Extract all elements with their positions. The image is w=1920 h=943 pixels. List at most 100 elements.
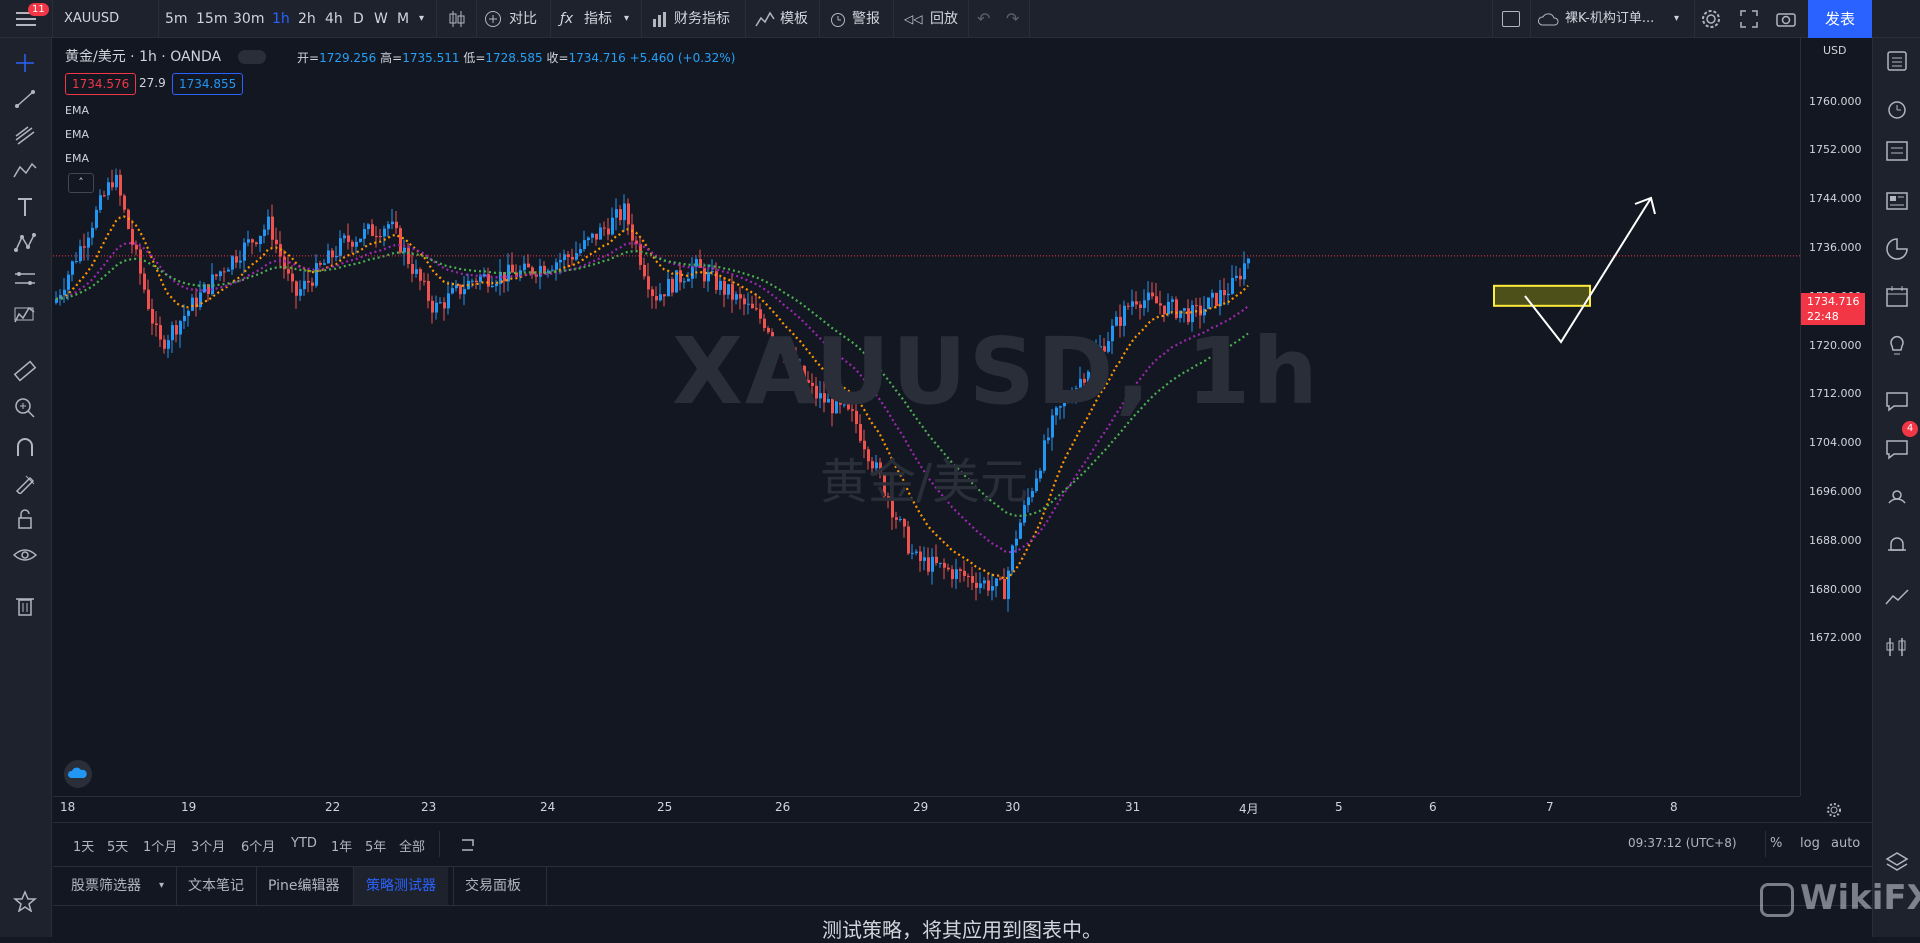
ema-legend-2[interactable]: EMA <box>65 128 89 141</box>
layers-icon[interactable] <box>1884 850 1910 876</box>
layout-name[interactable]: 裸K-机构订单... <box>1565 11 1655 26</box>
interval-2h[interactable]: 2h <box>298 11 316 27</box>
candle-body <box>1215 292 1218 307</box>
undo-icon[interactable]: ↶ <box>977 9 991 28</box>
tab-stock-screener[interactable]: 股票筛选器 <box>71 878 141 894</box>
log-scale-toggle[interactable]: log <box>1800 836 1820 851</box>
pattern-icon[interactable] <box>12 160 38 182</box>
range-3m[interactable]: 3个月 <box>191 840 226 855</box>
range-1m[interactable]: 1个月 <box>143 840 178 855</box>
chat-icon[interactable] <box>1884 388 1910 414</box>
interval-15m[interactable]: 15m <box>196 11 228 27</box>
ruler-icon[interactable] <box>12 360 38 382</box>
camera-icon[interactable] <box>1776 10 1796 28</box>
percent-scale-toggle[interactable]: % <box>1770 836 1783 851</box>
axis-settings-gear-icon[interactable] <box>1826 802 1842 818</box>
star-icon[interactable] <box>12 890 38 912</box>
private-chat-icon[interactable] <box>1884 436 1910 462</box>
crosshair-icon[interactable] <box>12 52 38 74</box>
gear-icon[interactable] <box>1701 9 1721 29</box>
watchlist-icon[interactable] <box>1884 48 1910 74</box>
trend-line-icon[interactable] <box>12 88 38 110</box>
compare-button[interactable]: 对比 <box>509 11 537 27</box>
redo-icon[interactable]: ↷ <box>1006 9 1020 28</box>
lock-drawing-icon[interactable] <box>12 472 38 494</box>
alarm-clock-icon[interactable] <box>1884 96 1910 122</box>
indicators-button[interactable]: 指标 <box>584 11 612 27</box>
magnet-icon[interactable] <box>12 436 38 458</box>
publish-button[interactable]: 发表 <box>1808 0 1872 38</box>
interval-1h[interactable]: 1h <box>272 11 290 27</box>
chevron-down-icon[interactable]: ▾ <box>624 13 630 24</box>
price-chart[interactable] <box>53 38 1800 796</box>
range-6m[interactable]: 6个月 <box>241 840 276 855</box>
candle-style-icon[interactable] <box>448 9 466 29</box>
alarm-clock-icon <box>831 13 845 27</box>
ideas-lightbulb-icon[interactable] <box>1884 332 1910 358</box>
chevron-down-icon[interactable]: ▾ <box>419 13 425 24</box>
candle-body <box>547 270 550 274</box>
range-1y[interactable]: 1年 <box>331 840 353 855</box>
financials-button[interactable]: 财务指标 <box>674 11 730 27</box>
clock-time[interactable]: 09:37:12 (UTC+8) <box>1628 836 1737 850</box>
interval-5m[interactable]: 5m <box>165 11 188 27</box>
hotlist-icon[interactable] <box>1884 236 1910 262</box>
candle-body <box>563 254 566 260</box>
text-tool-icon[interactable] <box>12 196 38 218</box>
buy-price-button[interactable]: 1734.855 <box>172 73 244 95</box>
symbol-search-button[interactable]: XAUUSD <box>64 11 120 26</box>
lock-icon[interactable] <box>12 508 38 530</box>
currency-label[interactable]: USD <box>1823 44 1847 57</box>
data-window-icon[interactable] <box>1884 138 1910 164</box>
interval-d[interactable]: D <box>353 11 364 27</box>
collapse-legend-button[interactable]: ˄ <box>68 173 94 193</box>
price-axis[interactable]: USD 1760.0001752.0001744.0001736.0001728… <box>1800 38 1872 796</box>
tab-pine-editor[interactable]: Pine编辑器 <box>268 878 340 894</box>
fullscreen-icon[interactable] <box>1740 10 1758 28</box>
trend-chart-icon[interactable] <box>1884 586 1910 612</box>
layout-select-icon[interactable] <box>1502 11 1520 27</box>
time-axis[interactable]: 18 19 22 23 24 25 26 29 30 31 4月 5 6 7 8 <box>53 796 1800 816</box>
candle-body <box>215 274 218 277</box>
ema-legend-3[interactable]: EMA <box>65 152 89 165</box>
interval-30m[interactable]: 30m <box>233 11 265 27</box>
sell-price-button[interactable]: 1734.576 <box>65 73 137 95</box>
range-5d[interactable]: 5天 <box>107 840 129 855</box>
notifications-bell-icon[interactable] <box>1884 532 1910 558</box>
brush-icon[interactable] <box>12 304 38 326</box>
range-all[interactable]: 全部 <box>399 840 426 855</box>
tab-strategy-tester[interactable]: 策略测试器 <box>354 867 448 905</box>
tradingview-logo-icon[interactable] <box>64 760 92 788</box>
goto-date-icon[interactable] <box>460 837 476 853</box>
templates-button[interactable]: 模板 <box>780 11 808 27</box>
calendar-icon[interactable] <box>1884 284 1910 310</box>
chevron-down-icon[interactable]: ▾ <box>159 880 165 891</box>
zoom-in-icon[interactable] <box>12 396 38 418</box>
fib-retracement-icon[interactable] <box>12 124 38 146</box>
range-ytd[interactable]: YTD <box>291 836 317 851</box>
measure-nodes-icon[interactable] <box>12 232 38 254</box>
trash-icon[interactable] <box>12 594 38 616</box>
chevron-down-icon[interactable]: ▾ <box>1674 13 1680 24</box>
candle-body <box>667 278 670 297</box>
menu-icon[interactable] <box>16 12 36 26</box>
prediction-icon[interactable] <box>12 268 38 290</box>
range-1d[interactable]: 1天 <box>73 840 95 855</box>
range-5y[interactable]: 5年 <box>365 840 387 855</box>
interval-m[interactable]: M <box>397 11 410 27</box>
ema-legend-1[interactable]: EMA <box>65 104 89 117</box>
order-book-icon[interactable] <box>1884 634 1910 660</box>
news-icon[interactable] <box>1884 188 1910 214</box>
candle-body <box>1211 292 1214 298</box>
templates-icon <box>755 11 775 27</box>
tab-text-notes[interactable]: 文本笔记 <box>188 878 244 894</box>
streams-icon[interactable] <box>1884 484 1910 510</box>
auto-scale-toggle[interactable]: auto <box>1831 836 1861 851</box>
interval-4h[interactable]: 4h <box>325 11 343 27</box>
compare-icon[interactable] <box>484 10 502 28</box>
replay-button[interactable]: 回放 <box>930 11 958 27</box>
alerts-button[interactable]: 警报 <box>852 11 880 27</box>
eye-icon[interactable] <box>12 544 38 566</box>
tab-trading-panel[interactable]: 交易面板 <box>465 878 521 894</box>
interval-w[interactable]: W <box>374 11 388 27</box>
